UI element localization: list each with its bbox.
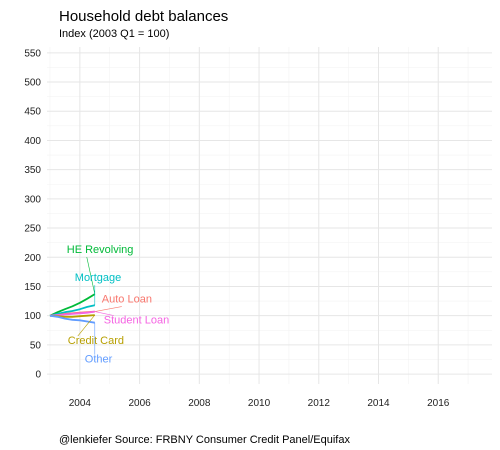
x-tick-label: 2008 xyxy=(188,398,211,409)
y-tick-label: 100 xyxy=(24,311,41,322)
y-axis: 0 50 100 150 200 250 300 350 400 450 500 550 xyxy=(24,48,41,380)
series-line-student-loan xyxy=(49,310,95,317)
y-tick-label: 450 xyxy=(24,107,41,118)
x-tick-label: 2006 xyxy=(128,398,151,409)
label-leader xyxy=(77,314,96,337)
label-leader xyxy=(94,306,122,312)
label-leader xyxy=(94,311,114,316)
series-labels: HE Revolving Mortgage Auto Loan Student Loa… xyxy=(67,244,169,366)
y-tick-label: 50 xyxy=(30,340,42,351)
x-tick-label: 2012 xyxy=(308,398,331,409)
x-axis: 2004 2006 2008 2010 2012 2014 2016 xyxy=(69,398,450,409)
chart-caption: @lenkiefer Source: FRBNY Consumer Credit… xyxy=(59,434,350,446)
y-tick-label: 0 xyxy=(35,370,41,381)
x-tick-label: 2016 xyxy=(427,398,450,409)
chart-subtitle: Index (2003 Q1 = 100) xyxy=(59,28,169,40)
grid xyxy=(47,47,492,384)
series-line-mortgage xyxy=(49,304,95,317)
series-label-auto-loan: Auto Loan xyxy=(102,294,152,306)
y-tick-label: 350 xyxy=(24,165,41,176)
x-tick-label: 2004 xyxy=(69,398,92,409)
y-tick-label: 300 xyxy=(24,194,41,205)
series-label-student-loan: Student Loan xyxy=(104,315,169,327)
y-tick-label: 200 xyxy=(24,253,41,264)
x-tick-label: 2014 xyxy=(367,398,390,409)
y-tick-label: 500 xyxy=(24,78,41,89)
series-label-other: Other xyxy=(85,354,113,366)
y-tick-label: 550 xyxy=(24,48,41,59)
y-tick-label: 250 xyxy=(24,224,41,235)
series-label-credit-card: Credit Card xyxy=(68,335,124,347)
label-leader xyxy=(86,256,96,295)
series-label-he-revolving: HE Revolving xyxy=(67,244,134,256)
series-label-mortgage: Mortgage xyxy=(75,272,121,284)
y-tick-label: 150 xyxy=(24,282,41,293)
x-tick-label: 2010 xyxy=(248,398,271,409)
series-line-other xyxy=(49,314,95,324)
chart-title: Household debt balances xyxy=(59,8,228,25)
y-tick-label: 400 xyxy=(24,136,41,147)
series-line-he-revolving xyxy=(49,293,96,317)
series-lines xyxy=(49,293,96,324)
